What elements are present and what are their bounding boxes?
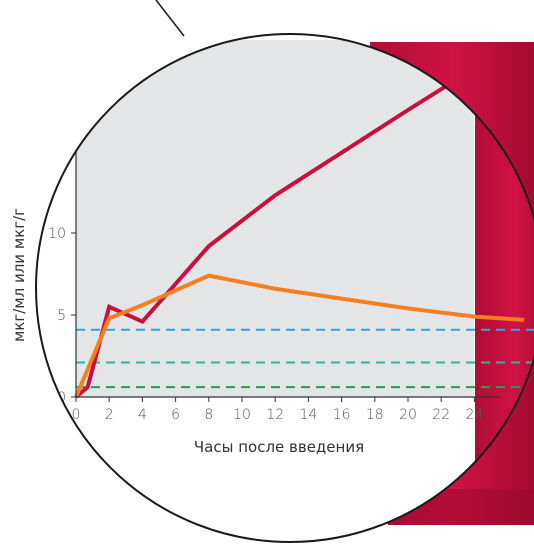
y-tick-label: 15 — [48, 144, 66, 160]
x-axis-title: Часы после введения — [194, 438, 364, 456]
x-tick-label: 8 — [204, 407, 213, 423]
x-tick-label: 2 — [105, 407, 114, 423]
plot-area — [76, 40, 474, 397]
series-line-1 — [74, 77, 459, 399]
magnifier-handle — [155, 0, 185, 37]
x-tick-label: 18 — [366, 407, 384, 423]
x-tick-label: 6 — [171, 407, 180, 423]
series-line-2 — [74, 273, 525, 398]
magnifier-rim — [35, 33, 534, 543]
y-tick-label: 10 — [48, 226, 66, 242]
x-tick-label: 10 — [233, 407, 251, 423]
x-tick-label: 16 — [333, 407, 351, 423]
x-tick-label: 24 — [465, 407, 483, 423]
x-tick-label: 20 — [399, 407, 417, 423]
x-tick-label: 22 — [432, 407, 450, 423]
x-tick-label: 14 — [299, 407, 317, 423]
x-tick-label: 12 — [266, 407, 284, 423]
y-axis-title: мкг/мл или мкг/г — [10, 208, 28, 342]
x-tick-label: 4 — [138, 407, 147, 423]
y-tick-label: 5 — [57, 308, 66, 324]
x-tick-label: 0 — [72, 407, 81, 423]
